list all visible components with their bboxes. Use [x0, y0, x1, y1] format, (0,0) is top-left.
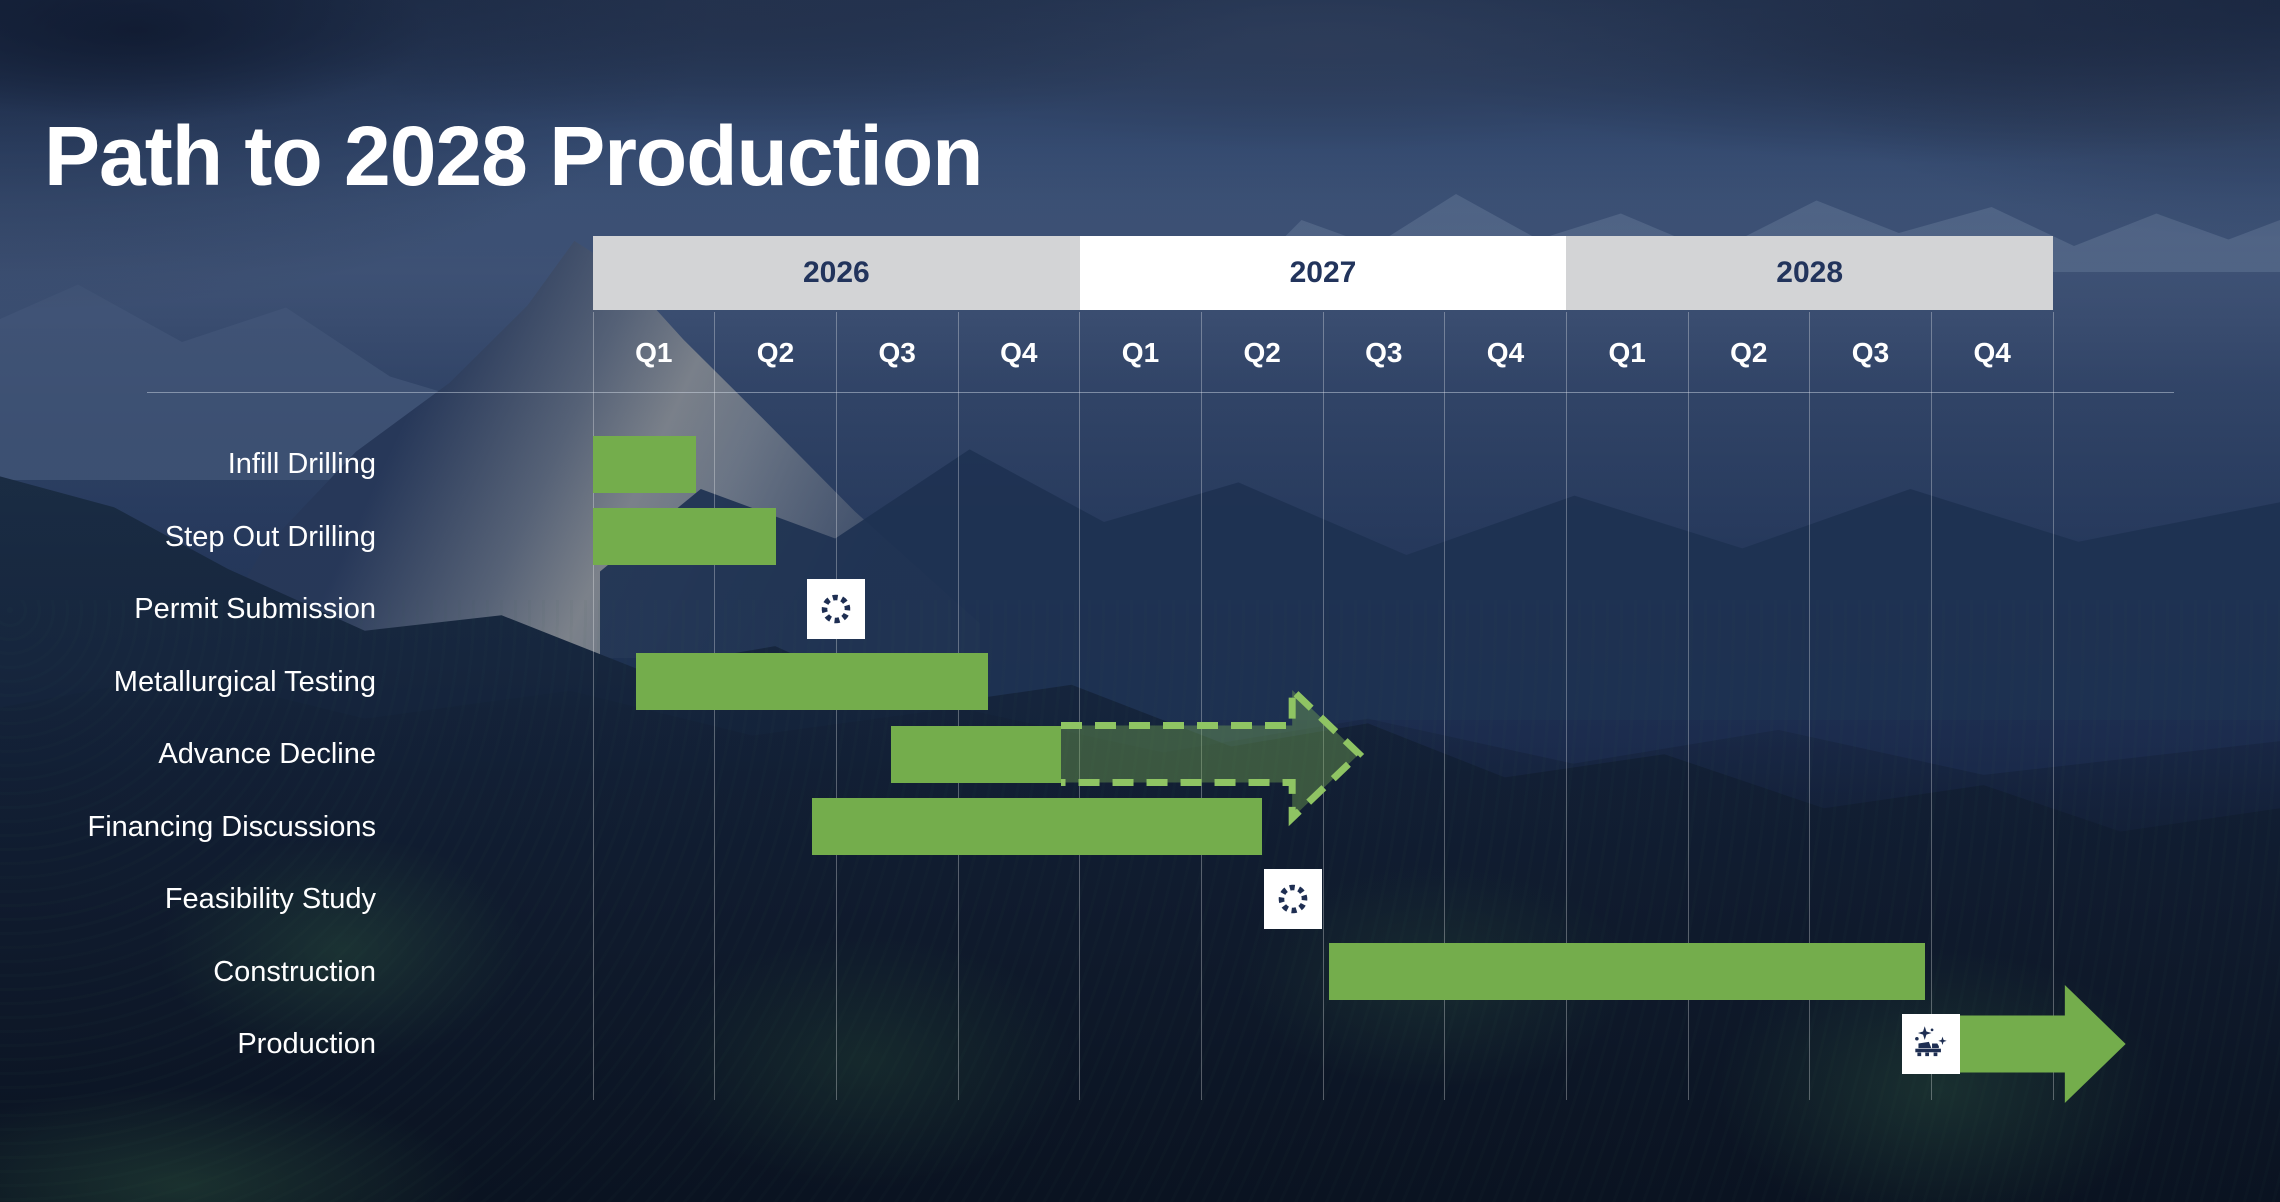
quarter-label: Q4 [1486, 337, 1525, 368]
quarter-label: Q4 [1973, 337, 2011, 368]
gridline [1444, 312, 1446, 1100]
production-arrow [1931, 985, 2126, 1103]
task-label: Feasibility Study [164, 883, 376, 915]
task-label: Metallurgical Testing [113, 665, 376, 698]
task-label: Production [237, 1028, 376, 1060]
page-title: Path to 2028 Production [44, 109, 983, 204]
gantt-bar [1329, 943, 1926, 1000]
timeline-baseline [147, 392, 2174, 393]
quarter-label: Q2 [756, 337, 795, 368]
gridline [1930, 312, 1932, 1100]
gantt-bar [593, 435, 697, 493]
year-cell-2027: 2027 [1079, 236, 1567, 310]
gridline [1687, 312, 1689, 1100]
task-label: Infill Drilling [227, 448, 376, 480]
year-cell-2028: 2028 [1566, 236, 2053, 310]
quarter-label: Q2 [1243, 337, 1281, 368]
dashed-arrow [1061, 681, 1365, 827]
task-label: Advance Decline [158, 738, 376, 770]
gridline [1079, 312, 1081, 1100]
quarter-label: Q1 [635, 337, 673, 368]
gridline [1565, 312, 1567, 1100]
quarter-label: Q1 [1608, 337, 1646, 368]
quarter-label: Q3 [1365, 337, 1403, 368]
task-label: Permit Submission [134, 593, 376, 625]
task-label: Construction [213, 955, 376, 988]
spinner-icon [822, 594, 851, 624]
truck-icon [1915, 1026, 1948, 1057]
gantt-bar [891, 725, 1062, 783]
gantt-bar [812, 798, 1263, 855]
gantt-bar [635, 653, 989, 710]
gridline [1809, 312, 1811, 1100]
milestone-marker [807, 579, 866, 639]
quarter-label: Q1 [1121, 337, 1160, 368]
milestone-marker [1902, 1014, 1961, 1074]
year-cell-2026: 2026 [593, 236, 1080, 310]
task-label: Financing Discussions [87, 810, 376, 843]
quarter-label: Q3 [1851, 337, 1890, 368]
gridline [592, 312, 594, 1100]
spinner-icon [1278, 884, 1307, 914]
quarter-label: Q2 [1730, 337, 1768, 368]
task-label: Step Out Drilling [164, 520, 376, 553]
quarter-label: Q3 [878, 337, 916, 368]
milestone-marker [1263, 869, 1322, 929]
gridline [1200, 312, 1202, 1100]
gridline [1322, 312, 1324, 1100]
gantt-bar [593, 508, 776, 565]
quarter-label: Q4 [1000, 337, 1038, 368]
gridline [2052, 312, 2054, 1100]
